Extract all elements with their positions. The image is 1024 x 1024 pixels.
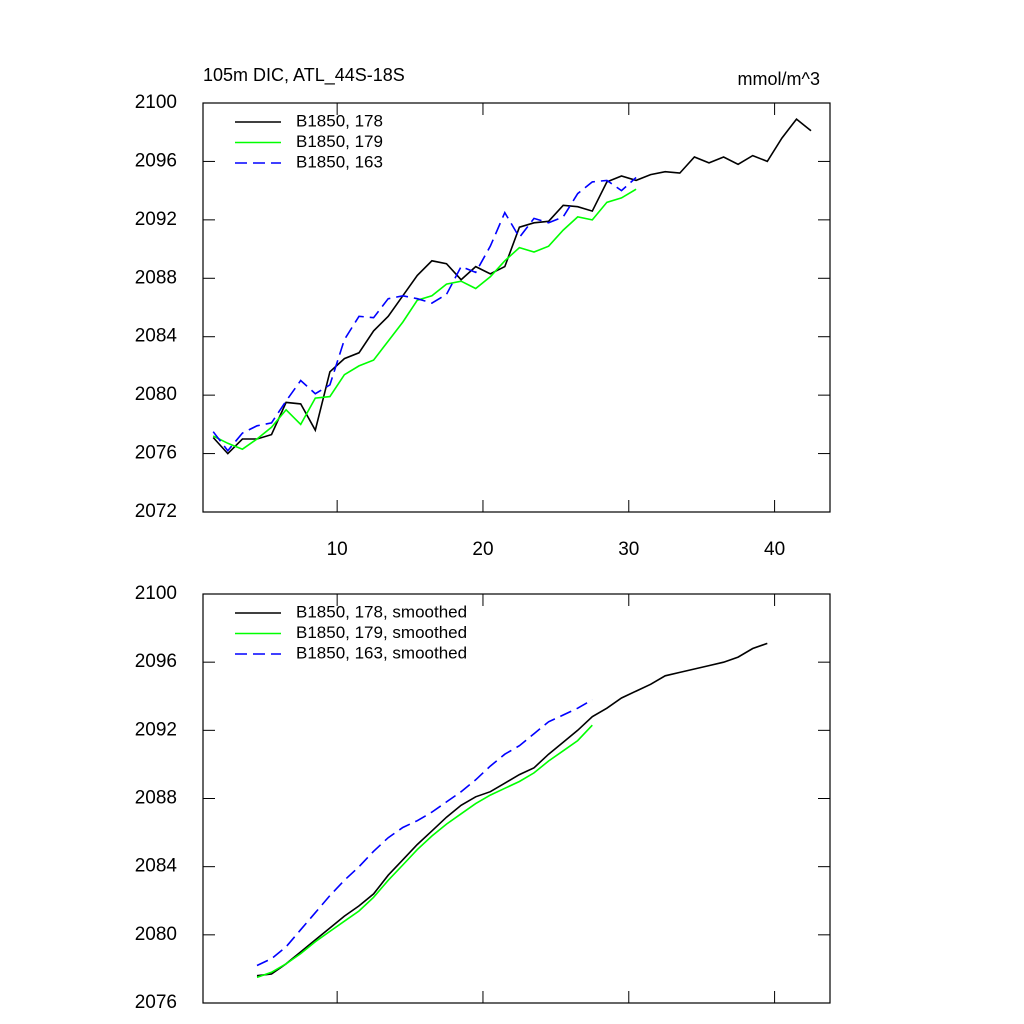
y-tick-label: 2072 <box>135 501 177 522</box>
chart-title: 105m DIC, ATL_44S-18S <box>203 65 405 86</box>
x-tick-label: 20 <box>472 539 493 560</box>
y-tick-label: 2084 <box>135 326 178 347</box>
y-tick-label: 2096 <box>135 651 177 672</box>
y-tick-label: 2092 <box>135 209 177 230</box>
y-tick-label: 2096 <box>135 150 177 171</box>
series-line <box>212 117 812 455</box>
legend-label: B1850, 178, smoothed <box>296 602 467 621</box>
x-tick-label: 40 <box>764 539 785 560</box>
units-label: mmol/m^3 <box>738 69 820 89</box>
legend-label: B1850, 179 <box>296 132 383 151</box>
series-line <box>212 188 637 451</box>
y-tick-label: 2100 <box>135 92 177 113</box>
y-tick-label: 2088 <box>135 788 177 809</box>
y-tick-label: 2088 <box>135 267 177 288</box>
series-line <box>212 176 637 452</box>
y-tick-label: 2080 <box>135 924 177 945</box>
x-tick-label: 30 <box>618 539 639 560</box>
y-tick-label: 2076 <box>135 443 177 464</box>
series-line <box>256 724 593 979</box>
series-line <box>256 642 768 977</box>
legend-label: B1850, 178 <box>296 111 383 130</box>
y-tick-label: 2100 <box>135 583 177 604</box>
legend-label: B1850, 179, smoothed <box>296 623 467 642</box>
plot-frame <box>202 102 831 513</box>
legend-label: B1850, 163, smoothed <box>296 643 467 662</box>
series-line <box>256 699 593 967</box>
y-tick-label: 2092 <box>135 719 177 740</box>
x-tick-label: 10 <box>327 539 348 560</box>
legend-label: B1850, 163 <box>296 152 383 171</box>
y-tick-label: 2084 <box>135 856 178 877</box>
y-tick-label: 2076 <box>135 992 177 1013</box>
y-tick-label: 2080 <box>135 384 177 405</box>
